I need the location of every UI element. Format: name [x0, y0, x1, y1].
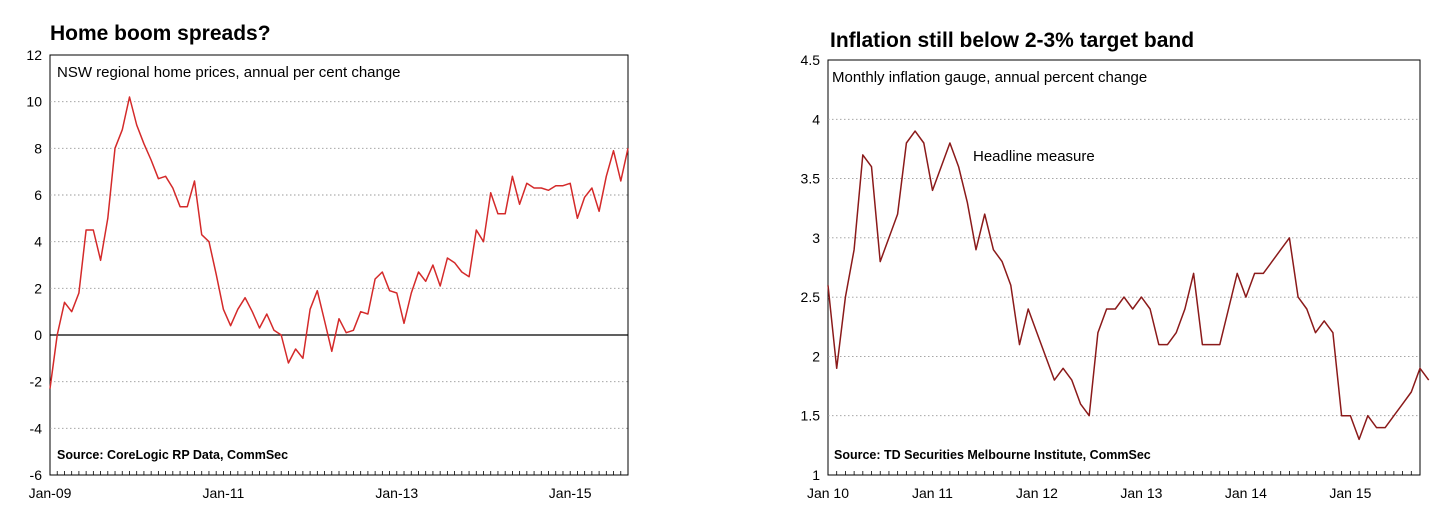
chart-title: Inflation still below 2-3% target band [830, 29, 1194, 52]
x-tick-label: Jan 12 [1016, 485, 1058, 501]
y-tick-label: 6 [34, 187, 42, 203]
x-tick-label: Jan 10 [807, 485, 849, 501]
y-tick-label: -2 [30, 374, 43, 390]
y-tick-label: 4.5 [801, 52, 821, 68]
x-tick-label: Jan-13 [375, 485, 418, 501]
chart-title: Home boom spreads? [50, 22, 271, 45]
series-line [49, 96, 629, 389]
x-tick-label: Jan 13 [1120, 485, 1162, 501]
y-tick-label: 2.5 [801, 289, 821, 305]
y-tick-label: 2 [812, 348, 820, 364]
y-tick-label: 0 [34, 327, 42, 343]
y-tick-label: 2 [34, 280, 42, 296]
y-tick-label: 8 [34, 140, 42, 156]
x-tick-label: Jan 11 [912, 485, 953, 501]
y-tick-label: -4 [30, 420, 43, 436]
chart-subtitle: Monthly inflation gauge, annual percent … [832, 69, 1147, 86]
y-tick-label: 1 [812, 467, 820, 483]
x-tick-label: Jan-15 [549, 485, 592, 501]
y-tick-label: -6 [30, 467, 43, 483]
y-tick-label: 12 [26, 47, 42, 63]
y-tick-label: 4 [812, 111, 820, 127]
x-tick-label: Jan 15 [1329, 485, 1371, 501]
plot-area [827, 59, 1421, 476]
x-tick-label: Jan-09 [29, 485, 72, 501]
chart-source: Source: CoreLogic RP Data, CommSec [57, 448, 288, 462]
headline-measure-annotation: Headline measure [973, 148, 1095, 165]
chart-source: Source: TD Securities Melbourne Institut… [834, 448, 1151, 462]
home-prices-chart-panel: Home boom spreads? NSW regional home pri… [26, 22, 629, 501]
chart-subtitle: NSW regional home prices, annual per cen… [57, 64, 401, 81]
inflation-chart-panel: Inflation still below 2-3% target band M… [720, 0, 1440, 518]
y-tick-label: 4 [34, 234, 42, 250]
y-tick-label: 10 [26, 94, 42, 110]
x-tick-label: Jan 14 [1225, 485, 1267, 501]
plot-area [49, 54, 629, 476]
inflation-chart: Inflation still below 2-3% target band M… [801, 29, 1430, 501]
y-tick-label: 3.5 [801, 171, 821, 187]
y-tick-label: 1.5 [801, 408, 821, 424]
x-tick-label: Jan-11 [203, 485, 245, 501]
y-tick-label: 3 [812, 230, 820, 246]
home-prices-chart: Home boom spreads? NSW regional home pri… [26, 22, 629, 501]
series-line [827, 130, 1430, 441]
